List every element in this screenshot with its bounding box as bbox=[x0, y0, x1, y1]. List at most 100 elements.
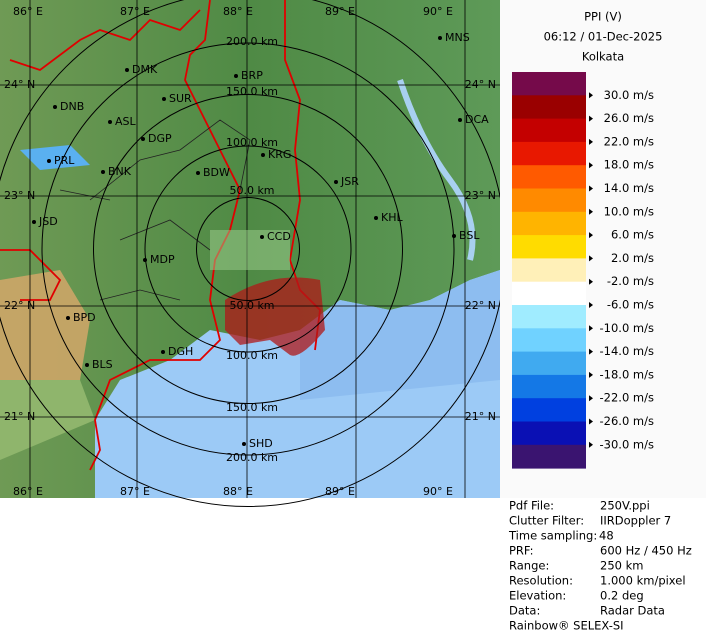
color-scale: 30.0 m/s 26.0 m/s 22.0 m/s 18.0 m/s 14.0 m/s… bbox=[512, 72, 654, 469]
station-label: BDW bbox=[203, 166, 230, 179]
time: 06:12 / 01-Dec-2025 bbox=[544, 30, 663, 44]
scale-label: 6.0 m/s bbox=[611, 228, 654, 242]
lon-label: 88° E bbox=[223, 5, 253, 18]
scale-label: 22.0 m/s bbox=[604, 134, 654, 148]
scale-label: -14.0 m/s bbox=[600, 344, 654, 358]
range-label: 150.0 km bbox=[226, 401, 278, 414]
scale-label: -18.0 m/s bbox=[600, 367, 654, 381]
station-label: SUR bbox=[169, 92, 192, 105]
legend: PPI (V) 06:12 / 01-Dec-2025 Kolkata 30.0… bbox=[508, 10, 692, 633]
color-band bbox=[512, 281, 586, 306]
scale-label: -2.0 m/s bbox=[607, 274, 654, 288]
lon-label: 87° E bbox=[120, 485, 150, 498]
station-dot bbox=[85, 363, 89, 367]
scale-label: -22.0 m/s bbox=[600, 391, 654, 405]
station-dot bbox=[242, 442, 246, 446]
color-band bbox=[512, 188, 586, 213]
tick-arrow bbox=[589, 278, 593, 285]
station-dot bbox=[143, 258, 147, 262]
lat-label: 24° N bbox=[4, 78, 35, 91]
lat-label: 22° N bbox=[465, 299, 496, 312]
info-value: 250 km bbox=[600, 559, 643, 573]
station-dot bbox=[374, 216, 378, 220]
station-label: JSD bbox=[38, 215, 58, 228]
station-dot bbox=[161, 350, 165, 354]
color-band bbox=[512, 305, 586, 329]
station-dot bbox=[66, 316, 70, 320]
tick-arrow bbox=[589, 441, 593, 448]
tick-arrow bbox=[589, 325, 593, 332]
lon-label: 90° E bbox=[423, 5, 453, 18]
range-label: 200.0 km bbox=[226, 35, 278, 48]
station-dot bbox=[260, 235, 264, 239]
footer: Rainbow® SELEX-SI bbox=[509, 619, 624, 633]
tick-arrow bbox=[589, 138, 593, 145]
station-label: DMK bbox=[132, 63, 158, 76]
info-value: 1.000 km/pixel bbox=[600, 574, 686, 588]
lat-label: 22° N bbox=[4, 299, 35, 312]
color-band bbox=[512, 95, 586, 120]
station-label: DGP bbox=[148, 132, 172, 145]
info-value: IIRDoppler 7 bbox=[600, 514, 671, 528]
info-panel: Pdf File: 250V.ppi Clutter Filter: IIRDoppl… bbox=[508, 499, 692, 618]
tick-arrow bbox=[589, 371, 593, 378]
range-label: 50.0 km bbox=[229, 299, 274, 312]
lat-label: 23° N bbox=[4, 189, 35, 202]
station-dot bbox=[141, 137, 145, 141]
lat-label: 24° N bbox=[465, 78, 496, 91]
color-band bbox=[512, 444, 586, 469]
info-label: Time sampling: bbox=[508, 529, 597, 543]
tick-arrow bbox=[589, 302, 593, 308]
station-label: DCA bbox=[465, 113, 489, 126]
lat-label: 21° N bbox=[4, 410, 35, 423]
station-label: DNB bbox=[60, 100, 84, 113]
tick-arrow bbox=[589, 92, 593, 99]
scale-label: -26.0 m/s bbox=[600, 414, 654, 428]
scale-label: -10.0 m/s bbox=[600, 321, 654, 335]
color-band bbox=[512, 398, 586, 422]
tick-arrow bbox=[589, 115, 593, 122]
graticule bbox=[0, 0, 500, 498]
station-label: KRG bbox=[268, 148, 291, 161]
color-band bbox=[512, 235, 586, 259]
map: 86° E 87° E 88° E 89° E 90° E 86° E 87° E 88° E… bbox=[0, 0, 506, 507]
station-dot bbox=[438, 36, 442, 40]
title: PPI (V) bbox=[584, 10, 622, 24]
range-label: 50.0 km bbox=[229, 184, 274, 197]
color-band bbox=[512, 351, 586, 376]
lake bbox=[20, 145, 90, 170]
station-label: BNK bbox=[108, 165, 132, 178]
info-label: Clutter Filter: bbox=[509, 514, 584, 528]
range-label: 150.0 km bbox=[226, 85, 278, 98]
color-band bbox=[512, 258, 586, 283]
station-dot bbox=[162, 97, 166, 101]
color-band bbox=[512, 165, 586, 189]
info-label: Resolution: bbox=[509, 574, 573, 588]
tick-arrow bbox=[589, 348, 593, 355]
station-label: ASL bbox=[115, 115, 137, 128]
station-dot bbox=[32, 220, 36, 224]
range-ring bbox=[144, 145, 352, 353]
station-label: PRL bbox=[54, 154, 75, 167]
station-label: SHD bbox=[249, 437, 273, 450]
station-dot bbox=[125, 68, 129, 72]
station-label: CCD bbox=[267, 230, 291, 243]
station-dot bbox=[452, 234, 456, 238]
color-band bbox=[512, 141, 586, 166]
scale-label: 26.0 m/s bbox=[604, 111, 654, 125]
lon-label: 90° E bbox=[423, 485, 453, 498]
tick-arrow bbox=[589, 162, 593, 169]
station-dot bbox=[261, 153, 265, 157]
station-dot bbox=[108, 120, 112, 124]
station-dot bbox=[334, 180, 338, 184]
station-dot bbox=[196, 171, 200, 175]
info-label: PRF: bbox=[509, 544, 534, 558]
range-label: 200.0 km bbox=[226, 451, 278, 464]
lon-label: 89° E bbox=[325, 485, 355, 498]
station-dot bbox=[101, 170, 105, 174]
info-value: 250V.ppi bbox=[600, 499, 650, 513]
range-ring bbox=[41, 42, 455, 456]
scale-label: 18.0 m/s bbox=[604, 158, 654, 172]
station-label: DGH bbox=[168, 345, 193, 358]
